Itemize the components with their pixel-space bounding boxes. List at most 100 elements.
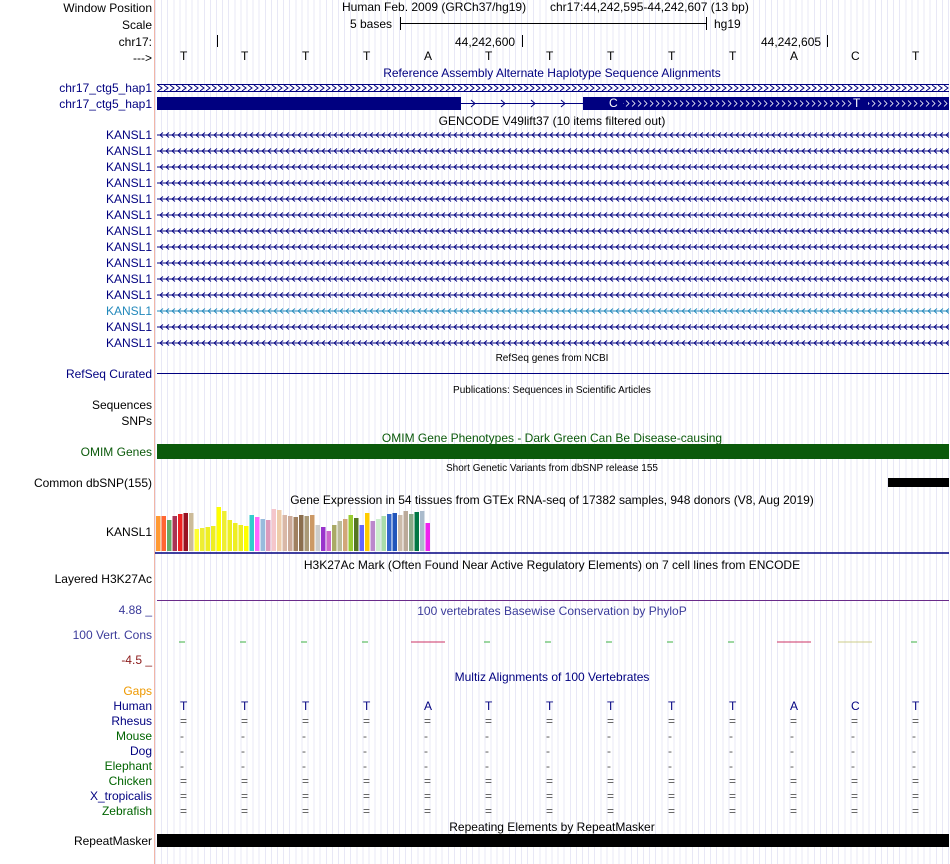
repeatmasker-label[interactable]: RepeatMasker bbox=[73, 834, 152, 848]
gencode-transcript[interactable] bbox=[157, 275, 949, 283]
multiz-species-label[interactable]: X_tropicalis bbox=[89, 789, 152, 803]
omim-feature[interactable] bbox=[157, 444, 949, 459]
repeatmasker-feature[interactable] bbox=[157, 834, 949, 847]
gtex-tissue-bar[interactable] bbox=[414, 512, 420, 551]
gencode-transcript[interactable] bbox=[157, 179, 949, 187]
gtex-tissue-bar[interactable] bbox=[161, 516, 167, 551]
gtex-tissue-bar[interactable] bbox=[189, 513, 194, 551]
gtex-tissue-bar[interactable] bbox=[216, 507, 222, 551]
alt-hap-label-2[interactable]: chr17_ctg5_hap1 bbox=[59, 97, 152, 111]
gencode-item-label[interactable]: KANSL1 bbox=[105, 320, 152, 334]
gencode-item-label[interactable]: KANSL1 bbox=[105, 144, 152, 158]
gtex-tissue-bar[interactable] bbox=[255, 517, 260, 551]
gtex-tissue-bar[interactable] bbox=[244, 526, 249, 551]
refseq-label[interactable]: RefSeq Curated bbox=[65, 367, 152, 381]
gtex-tissue-bar[interactable] bbox=[260, 519, 266, 551]
multiz-track-title[interactable]: Multiz Alignments of 100 Vertebrates bbox=[454, 670, 650, 684]
gencode-transcript[interactable] bbox=[157, 131, 949, 139]
h3k27ac-track-title[interactable]: H3K27Ac Mark (Often Found Near Active Re… bbox=[303, 558, 801, 572]
gencode-transcript[interactable] bbox=[157, 339, 949, 347]
phylop-track-title[interactable]: 100 vertebrates Basewise Conservation by… bbox=[417, 604, 687, 618]
gencode-item-label[interactable]: KANSL1 bbox=[105, 304, 152, 318]
gtex-tissue-bar[interactable] bbox=[271, 509, 277, 551]
gtex-tissue-bar[interactable] bbox=[326, 531, 332, 551]
gtex-tissue-bar[interactable] bbox=[315, 525, 321, 551]
gtex-tissue-bar[interactable] bbox=[299, 515, 304, 551]
gtex-tissue-bar[interactable] bbox=[376, 519, 381, 551]
pubs-track-title[interactable]: Publications: Sequences in Scientific Ar… bbox=[453, 385, 651, 396]
gtex-tissue-bar[interactable] bbox=[238, 525, 244, 551]
refseq-feature-line[interactable] bbox=[157, 373, 949, 374]
gencode-transcript[interactable] bbox=[157, 323, 949, 331]
gtex-bar-chart[interactable] bbox=[155, 506, 949, 554]
gtex-tissue-bar[interactable] bbox=[205, 527, 211, 551]
gtex-tissue-bar[interactable] bbox=[183, 513, 189, 551]
gencode-transcript[interactable] bbox=[157, 195, 949, 203]
gencode-track-title[interactable]: GENCODE V49lift37 (10 items filtered out… bbox=[438, 114, 666, 128]
gtex-tissue-bar[interactable] bbox=[337, 521, 343, 551]
gencode-transcript[interactable] bbox=[157, 291, 949, 299]
gtex-track-title[interactable]: Gene Expression in 54 tissues from GTEx … bbox=[290, 493, 814, 507]
gencode-item-label[interactable]: KANSL1 bbox=[105, 160, 152, 174]
gencode-item-label[interactable]: KANSL1 bbox=[105, 288, 152, 302]
pubs-snps-label[interactable]: SNPs bbox=[121, 414, 152, 428]
gtex-tissue-bar[interactable] bbox=[178, 514, 183, 551]
omim-track-title[interactable]: OMIM Gene Phenotypes - Dark Green Can Be… bbox=[381, 431, 723, 445]
gencode-item-label[interactable]: KANSL1 bbox=[105, 176, 152, 190]
gtex-tissue-bar[interactable] bbox=[194, 529, 200, 551]
gencode-item-label[interactable]: KANSL1 bbox=[105, 128, 152, 142]
refseq-track-title[interactable]: RefSeq genes from NCBI bbox=[495, 353, 609, 364]
gtex-tissue-bar[interactable] bbox=[354, 518, 359, 551]
gtex-tissue-bar[interactable] bbox=[233, 523, 238, 551]
gtex-tissue-bar[interactable] bbox=[227, 520, 233, 551]
multiz-species-label[interactable]: Dog bbox=[129, 744, 152, 758]
alt-hap-label-1[interactable]: chr17_ctg5_hap1 bbox=[59, 81, 152, 95]
gencode-item-label[interactable]: KANSL1 bbox=[105, 224, 152, 238]
gencode-transcript[interactable] bbox=[157, 307, 949, 315]
gtex-tissue-bar[interactable] bbox=[304, 516, 310, 551]
gtex-tissue-bar[interactable] bbox=[266, 520, 271, 551]
gtex-tissue-bar[interactable] bbox=[200, 528, 205, 551]
gtex-tissue-bar[interactable] bbox=[321, 527, 326, 551]
multiz-species-label[interactable]: Rhesus bbox=[111, 714, 152, 728]
gtex-tissue-bar[interactable] bbox=[387, 514, 392, 551]
gencode-item-label[interactable]: KANSL1 bbox=[105, 240, 152, 254]
gtex-tissue-bar[interactable] bbox=[398, 515, 403, 551]
gtex-tissue-bar[interactable] bbox=[282, 515, 288, 551]
gtex-tissue-bar[interactable] bbox=[167, 520, 172, 551]
dbsnp-track-title[interactable]: Short Genetic Variants from dbSNP releas… bbox=[446, 463, 658, 474]
repeatmasker-track-title[interactable]: Repeating Elements by RepeatMasker bbox=[449, 820, 655, 834]
gtex-tissue-bar[interactable] bbox=[222, 511, 227, 551]
gtex-tissue-bar[interactable] bbox=[370, 521, 376, 551]
alt-hap-track-title[interactable]: Reference Assembly Alternate Haplotype S… bbox=[383, 66, 721, 80]
gtex-tissue-bar[interactable] bbox=[156, 516, 161, 551]
gtex-tissue-bar[interactable] bbox=[332, 525, 337, 551]
gtex-tissue-bar[interactable] bbox=[381, 516, 387, 551]
phylop-signal[interactable] bbox=[155, 636, 949, 648]
gencode-item-label[interactable]: KANSL1 bbox=[105, 272, 152, 286]
gtex-tissue-bar[interactable] bbox=[365, 513, 370, 551]
gencode-item-label[interactable]: KANSL1 bbox=[105, 192, 152, 206]
gtex-tissue-bar[interactable] bbox=[310, 515, 315, 551]
phylop-label[interactable]: 100 Vert. Cons bbox=[72, 628, 152, 642]
gtex-tissue-bar[interactable] bbox=[277, 510, 282, 551]
gtex-gene-label[interactable]: KANSL1 bbox=[105, 525, 152, 539]
gtex-tissue-bar[interactable] bbox=[288, 516, 293, 551]
gencode-transcript[interactable] bbox=[157, 243, 949, 251]
gencode-transcript[interactable] bbox=[157, 211, 949, 219]
gtex-tissue-bar[interactable] bbox=[249, 515, 255, 551]
gencode-transcript[interactable] bbox=[157, 227, 949, 235]
gtex-tissue-bar[interactable] bbox=[343, 519, 348, 551]
multiz-species-label[interactable]: Elephant bbox=[104, 759, 152, 773]
gtex-tissue-bar[interactable] bbox=[403, 511, 409, 551]
gtex-tissue-bar[interactable] bbox=[392, 513, 398, 551]
multiz-species-label[interactable]: Zebrafish bbox=[101, 804, 152, 818]
pubs-sequences-label[interactable]: Sequences bbox=[91, 398, 152, 412]
alt-hap-block-1[interactable] bbox=[157, 97, 461, 110]
dbsnp-feature[interactable] bbox=[888, 478, 949, 487]
gencode-transcript[interactable] bbox=[157, 259, 949, 267]
gtex-tissue-bar[interactable] bbox=[359, 525, 365, 551]
gencode-item-label[interactable]: KANSL1 bbox=[105, 336, 152, 350]
gtex-tissue-bar[interactable] bbox=[211, 526, 216, 551]
gtex-tissue-bar[interactable] bbox=[172, 516, 178, 551]
